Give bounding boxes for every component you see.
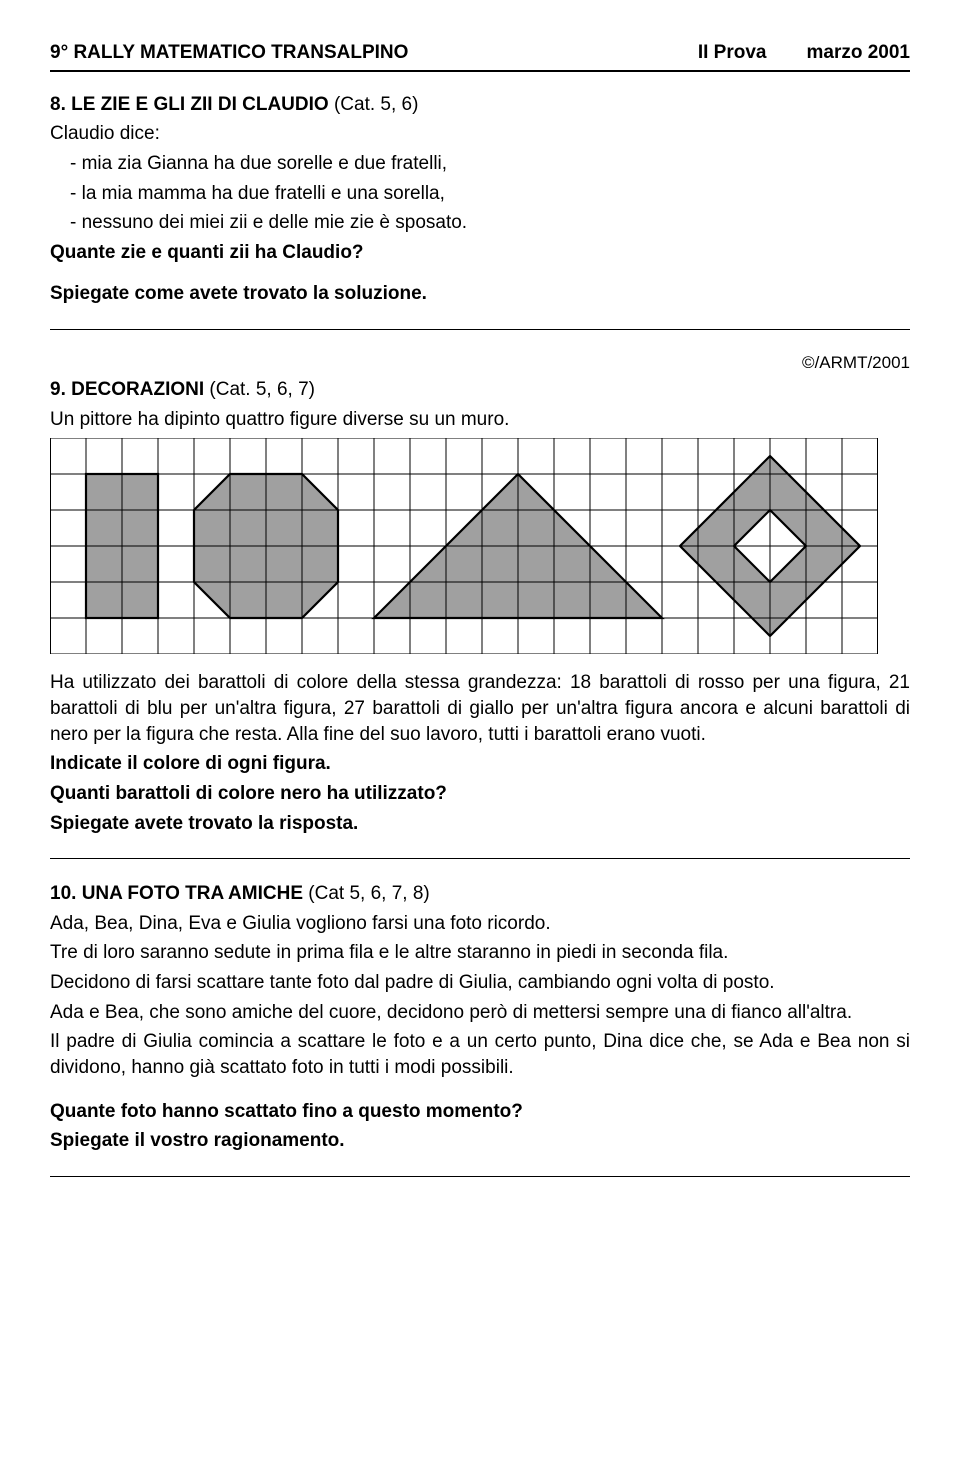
header-left: 9° RALLY MATEMATICO TRANSALPINO bbox=[50, 40, 658, 66]
problem9-title-bold: 9. DECORAZIONI bbox=[50, 379, 204, 400]
problem9-intro: Un pittore ha dipinto quattro figure div… bbox=[50, 407, 910, 433]
divider-9-10 bbox=[50, 858, 910, 859]
header-mid: II Prova bbox=[698, 40, 767, 66]
problem10-title-bold: 10. UNA FOTO TRA AMICHE bbox=[50, 883, 303, 904]
problem8-bullet3: - nessuno dei miei zii e delle mie zie è… bbox=[70, 210, 910, 236]
problem8-title-bold: 8. LE ZIE E GLI ZII DI CLAUDIO bbox=[50, 94, 329, 115]
problem8-bullet1: - mia zia Gianna ha due sorelle e due fr… bbox=[70, 151, 910, 177]
problem10-p2: Tre di loro saranno sedute in prima fila… bbox=[50, 940, 910, 966]
divider-8-9 bbox=[50, 329, 910, 330]
problem9-title: 9. DECORAZIONI (Cat. 5, 6, 7) bbox=[50, 377, 910, 403]
problem9-title-rest: (Cat. 5, 6, 7) bbox=[204, 379, 315, 400]
problem8-q2: Spiegate come avete trovato la soluzione… bbox=[50, 281, 910, 307]
problem9-q2: Quanti barattoli di colore nero ha utili… bbox=[50, 781, 910, 807]
footer-rule bbox=[50, 1176, 910, 1177]
header-right: marzo 2001 bbox=[806, 40, 910, 66]
problem9-q1: Indicate il colore di ogni figura. bbox=[50, 751, 910, 777]
problem10-q2: Spiegate il vostro ragionamento. bbox=[50, 1128, 910, 1154]
problem8-title-rest: (Cat. 5, 6) bbox=[329, 94, 419, 115]
problem8-intro: Claudio dice: bbox=[50, 121, 910, 147]
problem10-q1: Quante foto hanno scattato fino a questo… bbox=[50, 1099, 910, 1125]
problem10-p4: Ada e Bea, che sono amiche del cuore, de… bbox=[50, 1000, 910, 1026]
problem10-p1: Ada, Bea, Dina, Eva e Giulia vogliono fa… bbox=[50, 911, 910, 937]
problem8-q1: Quante zie e quanti zii ha Claudio? bbox=[50, 240, 910, 266]
problem10-title-rest: (Cat 5, 6, 7, 8) bbox=[303, 883, 430, 904]
problem9-q3: Spiegate avete trovato la risposta. bbox=[50, 811, 910, 837]
page-header: 9° RALLY MATEMATICO TRANSALPINO II Prova… bbox=[50, 40, 910, 66]
problem10-title: 10. UNA FOTO TRA AMICHE (Cat 5, 6, 7, 8) bbox=[50, 881, 910, 907]
problem10-p3: Decidono di farsi scattare tante foto da… bbox=[50, 970, 910, 996]
problem9-figure bbox=[50, 438, 878, 654]
header-rule bbox=[50, 70, 910, 72]
copyright: ©/ARMT/2001 bbox=[50, 352, 910, 375]
problem10-p5: Il padre di Giulia comincia a scattare l… bbox=[50, 1029, 910, 1080]
problem8-title: 8. LE ZIE E GLI ZII DI CLAUDIO (Cat. 5, … bbox=[50, 92, 910, 118]
problem8-bullet2: - la mia mamma ha due fratelli e una sor… bbox=[70, 181, 910, 207]
problem9-p1: Ha utilizzato dei barattoli di colore de… bbox=[50, 670, 910, 747]
